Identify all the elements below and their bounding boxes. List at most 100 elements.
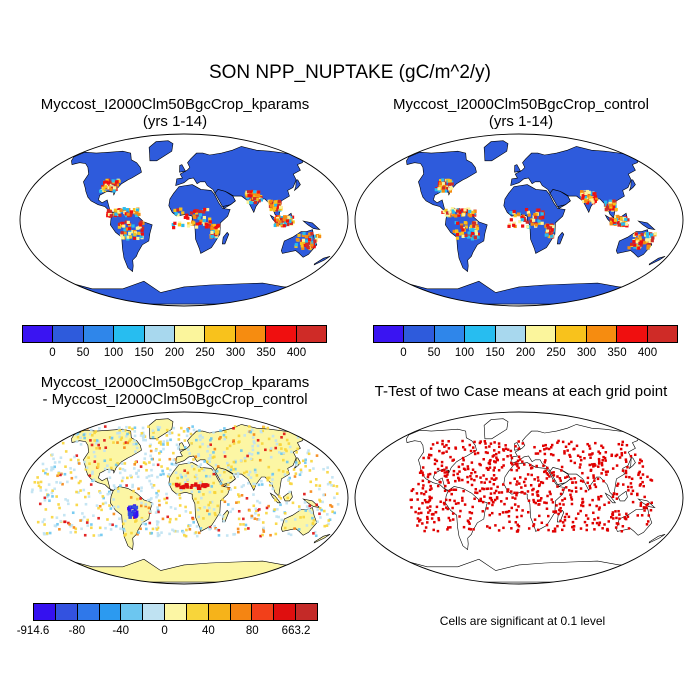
grid-cell [333, 496, 336, 500]
significant-cell [537, 479, 540, 482]
grid-cell [583, 195, 588, 199]
grid-cell [272, 509, 276, 513]
grid-cell [198, 221, 202, 225]
significant-cell [421, 501, 424, 505]
grid-cell [455, 236, 460, 240]
colorbar-tick-label: -80 [68, 625, 86, 637]
grid-cell [186, 427, 189, 431]
colorbar-tick-label: 350 [256, 347, 276, 359]
significant-cell [598, 506, 601, 509]
grid-cell [234, 467, 237, 471]
significant-cell [560, 465, 564, 469]
grid-cell [149, 510, 152, 513]
grid-cell [42, 532, 46, 535]
colorbar-tick-label: 150 [485, 347, 505, 359]
colorbar-tick-label: 200 [515, 347, 536, 359]
significant-cell [515, 480, 519, 483]
grid-cell [311, 516, 314, 520]
grid-cell [294, 461, 298, 464]
grid-cell [199, 463, 203, 466]
significant-cell [483, 495, 486, 498]
grid-cell [604, 200, 608, 204]
grid-cell [196, 508, 200, 512]
grid-cell [207, 225, 211, 229]
significant-cell [471, 446, 475, 449]
grid-cell [44, 471, 47, 475]
grid-cell [108, 476, 112, 480]
significant-cell [586, 442, 589, 446]
grid-cell [219, 482, 223, 485]
significant-cell [628, 475, 631, 479]
grid-cell [280, 216, 284, 220]
grid-cell [179, 426, 183, 430]
significant-cell [592, 476, 595, 479]
grid-cell [155, 447, 158, 451]
significant-cell [515, 508, 519, 512]
significant-cell [603, 503, 606, 507]
grid-cell [616, 221, 620, 225]
grid-cell [165, 496, 169, 500]
grid-cell [215, 231, 219, 235]
significant-cell [636, 514, 639, 517]
grid-cell [50, 491, 54, 495]
grid-cell [284, 519, 288, 523]
grid-cell [256, 438, 260, 442]
grid-cell [258, 458, 262, 462]
grid-cell [329, 503, 332, 507]
grid-cell [159, 450, 163, 453]
grid-cell [223, 427, 226, 430]
significant-cell [641, 465, 645, 468]
grid-cell [476, 235, 480, 239]
grid-cell [129, 438, 133, 441]
grid-cell [285, 501, 289, 505]
grid-cell [120, 479, 124, 483]
significant-cell [574, 490, 578, 493]
grid-cell [294, 243, 298, 247]
grid-cell [307, 449, 310, 452]
grid-cell [93, 439, 97, 442]
significant-cell [445, 466, 448, 469]
grid-cell [198, 445, 202, 449]
significant-cell [484, 451, 488, 454]
grid-cell [119, 484, 122, 488]
grid-cell [64, 498, 67, 501]
significant-cell [414, 510, 417, 514]
grid-cell [116, 431, 119, 435]
grid-cell [103, 425, 107, 428]
colorbar-swatch [55, 604, 78, 620]
grid-cell [303, 492, 306, 496]
grid-cell [184, 534, 188, 538]
grid-cell [261, 533, 264, 537]
significant-cell [474, 491, 477, 494]
grid-cell [157, 510, 160, 514]
grid-cell [285, 215, 289, 219]
significant-cell [473, 470, 477, 474]
colorbar-tick-label: 100 [103, 347, 124, 359]
grid-cell [165, 428, 169, 432]
grid-cell [275, 208, 279, 212]
grid-cell [144, 452, 147, 456]
grid-cell [155, 528, 159, 531]
grid-cell [106, 208, 111, 213]
grid-cell [110, 436, 114, 440]
grid-cell [262, 425, 266, 429]
significant-cell [458, 470, 461, 473]
grid-cell [252, 504, 256, 508]
grid-cell [243, 459, 247, 463]
colorbar-tick-label: 100 [454, 347, 475, 359]
grid-cell [653, 232, 658, 236]
grid-cell [242, 523, 245, 526]
grid-cell [173, 221, 177, 225]
significant-cell [452, 488, 456, 491]
grid-cell [632, 240, 636, 244]
grid-cell [287, 215, 291, 219]
significant-cell [552, 510, 555, 513]
significant-cell [563, 515, 567, 519]
significant-cell [545, 447, 548, 450]
significant-cell [496, 485, 499, 489]
significant-cell [561, 528, 564, 532]
grid-cell [103, 185, 108, 189]
grid-cell [608, 199, 612, 203]
significant-cell [416, 524, 419, 527]
grid-cell [438, 182, 443, 186]
